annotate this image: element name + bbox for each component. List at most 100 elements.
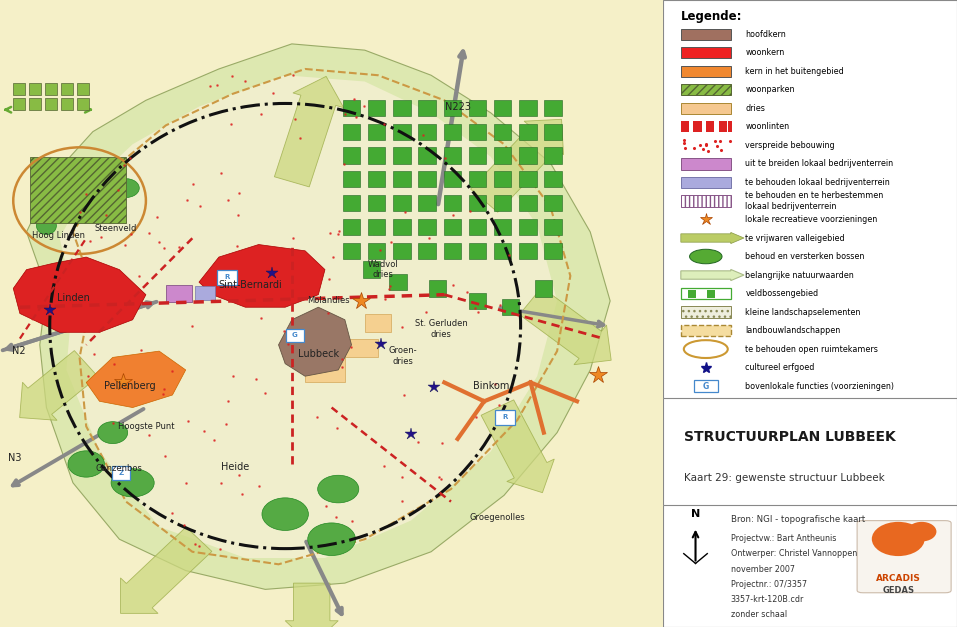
Bar <box>494 124 511 140</box>
Point <box>149 212 165 222</box>
FancyBboxPatch shape <box>496 410 515 425</box>
Bar <box>494 147 511 164</box>
Bar <box>680 47 731 58</box>
Bar <box>520 243 537 259</box>
Bar <box>389 274 407 290</box>
Bar <box>368 195 386 211</box>
Point <box>105 418 121 428</box>
Point <box>155 389 170 399</box>
Bar <box>545 243 562 259</box>
Point <box>224 71 239 82</box>
FancyArrow shape <box>275 76 344 187</box>
Bar <box>444 147 461 164</box>
Point <box>722 135 737 145</box>
Point <box>117 240 132 250</box>
Point <box>434 474 449 484</box>
Ellipse shape <box>43 186 63 203</box>
Point <box>446 209 461 219</box>
FancyBboxPatch shape <box>217 270 236 285</box>
Bar <box>418 100 435 116</box>
Point <box>292 134 307 144</box>
Bar <box>444 219 461 235</box>
Text: R: R <box>502 414 508 420</box>
Polygon shape <box>86 351 186 408</box>
Bar <box>520 219 537 235</box>
Point <box>468 303 483 313</box>
Text: cultureel erfgoed: cultureel erfgoed <box>746 363 814 372</box>
Point <box>110 185 125 195</box>
Point <box>376 461 391 472</box>
Text: kern in het buitengebied: kern in het buitengebied <box>746 67 844 76</box>
Bar <box>469 100 486 116</box>
Point <box>677 137 692 147</box>
Text: GEDAS: GEDAS <box>882 586 914 595</box>
Bar <box>393 124 411 140</box>
Text: Hoog Linden: Hoog Linden <box>32 231 85 240</box>
Point <box>100 263 115 273</box>
Bar <box>494 219 511 235</box>
Point <box>176 520 191 530</box>
Point <box>203 81 218 91</box>
Point <box>220 195 235 205</box>
Text: Pellenberg: Pellenberg <box>103 381 155 391</box>
Point <box>234 489 250 499</box>
Text: Ganzenbos: Ganzenbos <box>96 465 143 473</box>
Bar <box>520 171 537 187</box>
Point <box>180 195 195 205</box>
Ellipse shape <box>308 523 355 556</box>
Text: behoud en versterken bossen: behoud en versterken bossen <box>746 252 865 261</box>
Text: november 2007: november 2007 <box>731 565 794 574</box>
Point <box>418 307 434 317</box>
Point <box>86 349 101 359</box>
Point <box>123 229 139 240</box>
Polygon shape <box>27 44 611 589</box>
Point <box>186 179 201 189</box>
FancyArrow shape <box>20 350 98 420</box>
Text: belangrijke natuurwaarden: belangrijke natuurwaarden <box>746 270 855 280</box>
Bar <box>494 195 511 211</box>
Bar <box>719 122 727 132</box>
Bar <box>680 196 731 206</box>
Point <box>180 416 195 426</box>
Ellipse shape <box>111 469 154 497</box>
FancyArrow shape <box>285 583 338 627</box>
Point <box>196 426 211 436</box>
Text: Projectnr.: 07/3357: Projectnr.: 07/3357 <box>731 580 807 589</box>
Point <box>491 400 506 410</box>
FancyArrow shape <box>121 527 211 613</box>
Bar <box>469 195 486 211</box>
Text: N223: N223 <box>445 102 471 112</box>
Text: verspreide bebouwing: verspreide bebouwing <box>746 141 835 150</box>
Text: STRUCTUURPLAN LUBBEEK: STRUCTUURPLAN LUBBEEK <box>683 430 896 444</box>
Bar <box>469 124 486 140</box>
Ellipse shape <box>318 475 359 503</box>
Bar <box>30 157 126 223</box>
Point <box>185 322 200 332</box>
Bar <box>520 100 537 116</box>
Bar <box>680 103 731 114</box>
Point <box>422 233 437 243</box>
Point <box>192 201 208 211</box>
Bar <box>166 285 192 302</box>
Bar <box>368 147 386 164</box>
Polygon shape <box>199 245 325 307</box>
Point <box>226 371 241 381</box>
Bar <box>13 83 25 95</box>
Bar <box>77 98 89 110</box>
Bar <box>29 83 41 95</box>
FancyArrow shape <box>680 270 744 281</box>
Point <box>343 342 358 352</box>
Point <box>348 112 364 122</box>
Bar <box>545 171 562 187</box>
Bar <box>393 100 411 116</box>
Point <box>191 541 207 551</box>
Point <box>142 228 157 238</box>
Bar <box>343 124 360 140</box>
Text: woonlinten: woonlinten <box>746 122 790 132</box>
Point <box>142 430 157 440</box>
Bar <box>418 195 435 211</box>
Point <box>384 237 399 247</box>
Bar <box>393 195 411 211</box>
Bar <box>545 195 562 211</box>
FancyBboxPatch shape <box>694 380 718 393</box>
